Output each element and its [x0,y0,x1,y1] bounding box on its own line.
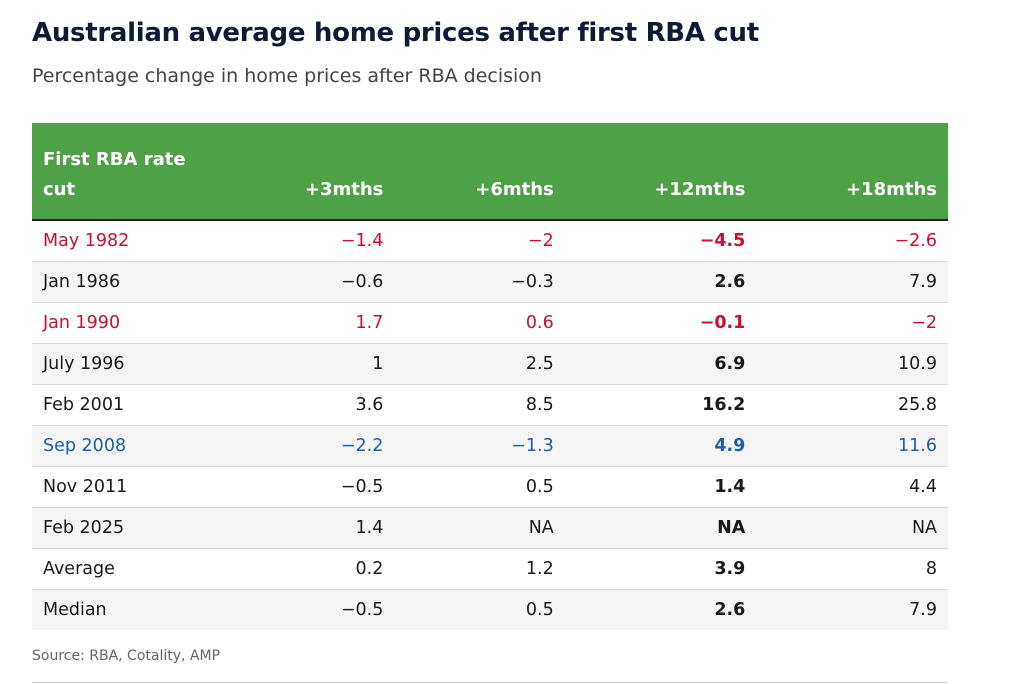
table-row: July 1996 1 2.5 6.9 10.9 [32,343,948,385]
row-label: July 1996 [32,343,224,385]
table-cell: 1 [224,343,395,385]
table-cell: 0.6 [394,302,565,344]
column-header: +3mths [224,123,395,221]
table-row: Jan 1986 −0.6 −0.3 2.6 7.9 [32,261,948,303]
table-row: Feb 2001 3.6 8.5 16.2 25.8 [32,384,948,426]
row-label: Feb 2025 [32,507,224,549]
table-cell: 0.2 [224,548,395,590]
table-cell: 1.4 [564,466,757,508]
chart-subtitle: Percentage change in home prices after R… [32,65,542,87]
chart-title: Australian average home prices after fir… [32,18,759,48]
table-cell: −1.3 [394,425,565,467]
table-cell: −2 [756,302,948,344]
table-row: Jan 1990 1.7 0.6 −0.1 −2 [32,302,948,344]
table-cell: −0.5 [340,600,384,620]
table-row: Sep 2008 −2.2 −1.3 4.9 11.6 [32,425,948,467]
bottom-divider [32,682,948,683]
row-label: May 1982 [32,220,224,262]
table-cell: NA [756,507,948,549]
table-cell: −2 [394,220,565,262]
table-cell: 2.6 [714,600,746,620]
table-cell: 0.5 [394,466,565,508]
table-cell: 16.2 [564,384,757,426]
row-label: Jan 1986 [32,261,224,303]
table-cell: 10.9 [756,343,948,385]
table-cell: −1.4 [224,220,395,262]
table-cell: 2.6 [564,261,757,303]
table-body: May 1982 −1.4 −2 −4.5 −2.6 Jan 1986 −0.6 −0.3 2.… [32,220,948,630]
table-cell: 2.5 [394,343,565,385]
row-label: Average [32,548,224,590]
table-cell: 4.9 [564,425,757,467]
table-cell: 1.7 [224,302,395,344]
column-header: +6mths [394,123,565,221]
row-label: Nov 2011 [32,466,224,508]
source-note: Source: RBA, Cotality, AMP [32,648,221,664]
table-cell: −0.5 [224,466,395,508]
table-header-row: First RBA rate cut +3mths +6mths +12mths +18… [32,123,948,221]
table-cell: 11.6 [756,425,948,467]
table-cell: 6.9 [564,343,757,385]
row-label: Sep 2008 [32,425,224,467]
table-cell: 3.9 [564,548,757,590]
table-cell: NA [394,507,565,549]
table-cell: 1.2 [394,548,565,590]
row-label: Jan 1990 [32,302,224,344]
table-row: Average 0.2 1.2 3.9 8 [32,548,948,590]
table-cell: 0.5 [525,600,554,620]
table-cell: 8.5 [394,384,565,426]
table-cell: 7.9 [909,600,937,620]
table-row: May 1982 −1.4 −2 −4.5 −2.6 [32,220,948,262]
table-row: Median −0.5 0.5 2.6 7.9 [32,589,948,630]
table-cell: −2.2 [224,425,395,467]
column-header: +12mths [564,123,757,221]
row-label: Feb 2001 [32,384,224,426]
table-cell: 3.6 [224,384,395,426]
row-label: Median [43,600,107,620]
table-cell: 4.4 [756,466,948,508]
table-cell: −2.6 [756,220,948,262]
table-cell: 8 [756,548,948,590]
table-cell: −0.3 [394,261,565,303]
table-cell: NA [564,507,757,549]
table-row: Nov 2011 −0.5 0.5 1.4 4.4 [32,466,948,508]
table-cell: −0.6 [224,261,395,303]
table-cell: −0.1 [564,302,757,344]
table-cell: 7.9 [756,261,948,303]
table-cell: −4.5 [564,220,757,262]
data-table: First RBA rate cut +3mths +6mths +12mths +18… [32,123,948,630]
table-cell: 1.4 [224,507,395,549]
column-header-label: First RBA rate cut [32,123,224,221]
table-row: Feb 2025 1.4 NA NA NA [32,507,948,549]
table-cell: 25.8 [756,384,948,426]
column-header: +18mths [756,123,948,221]
